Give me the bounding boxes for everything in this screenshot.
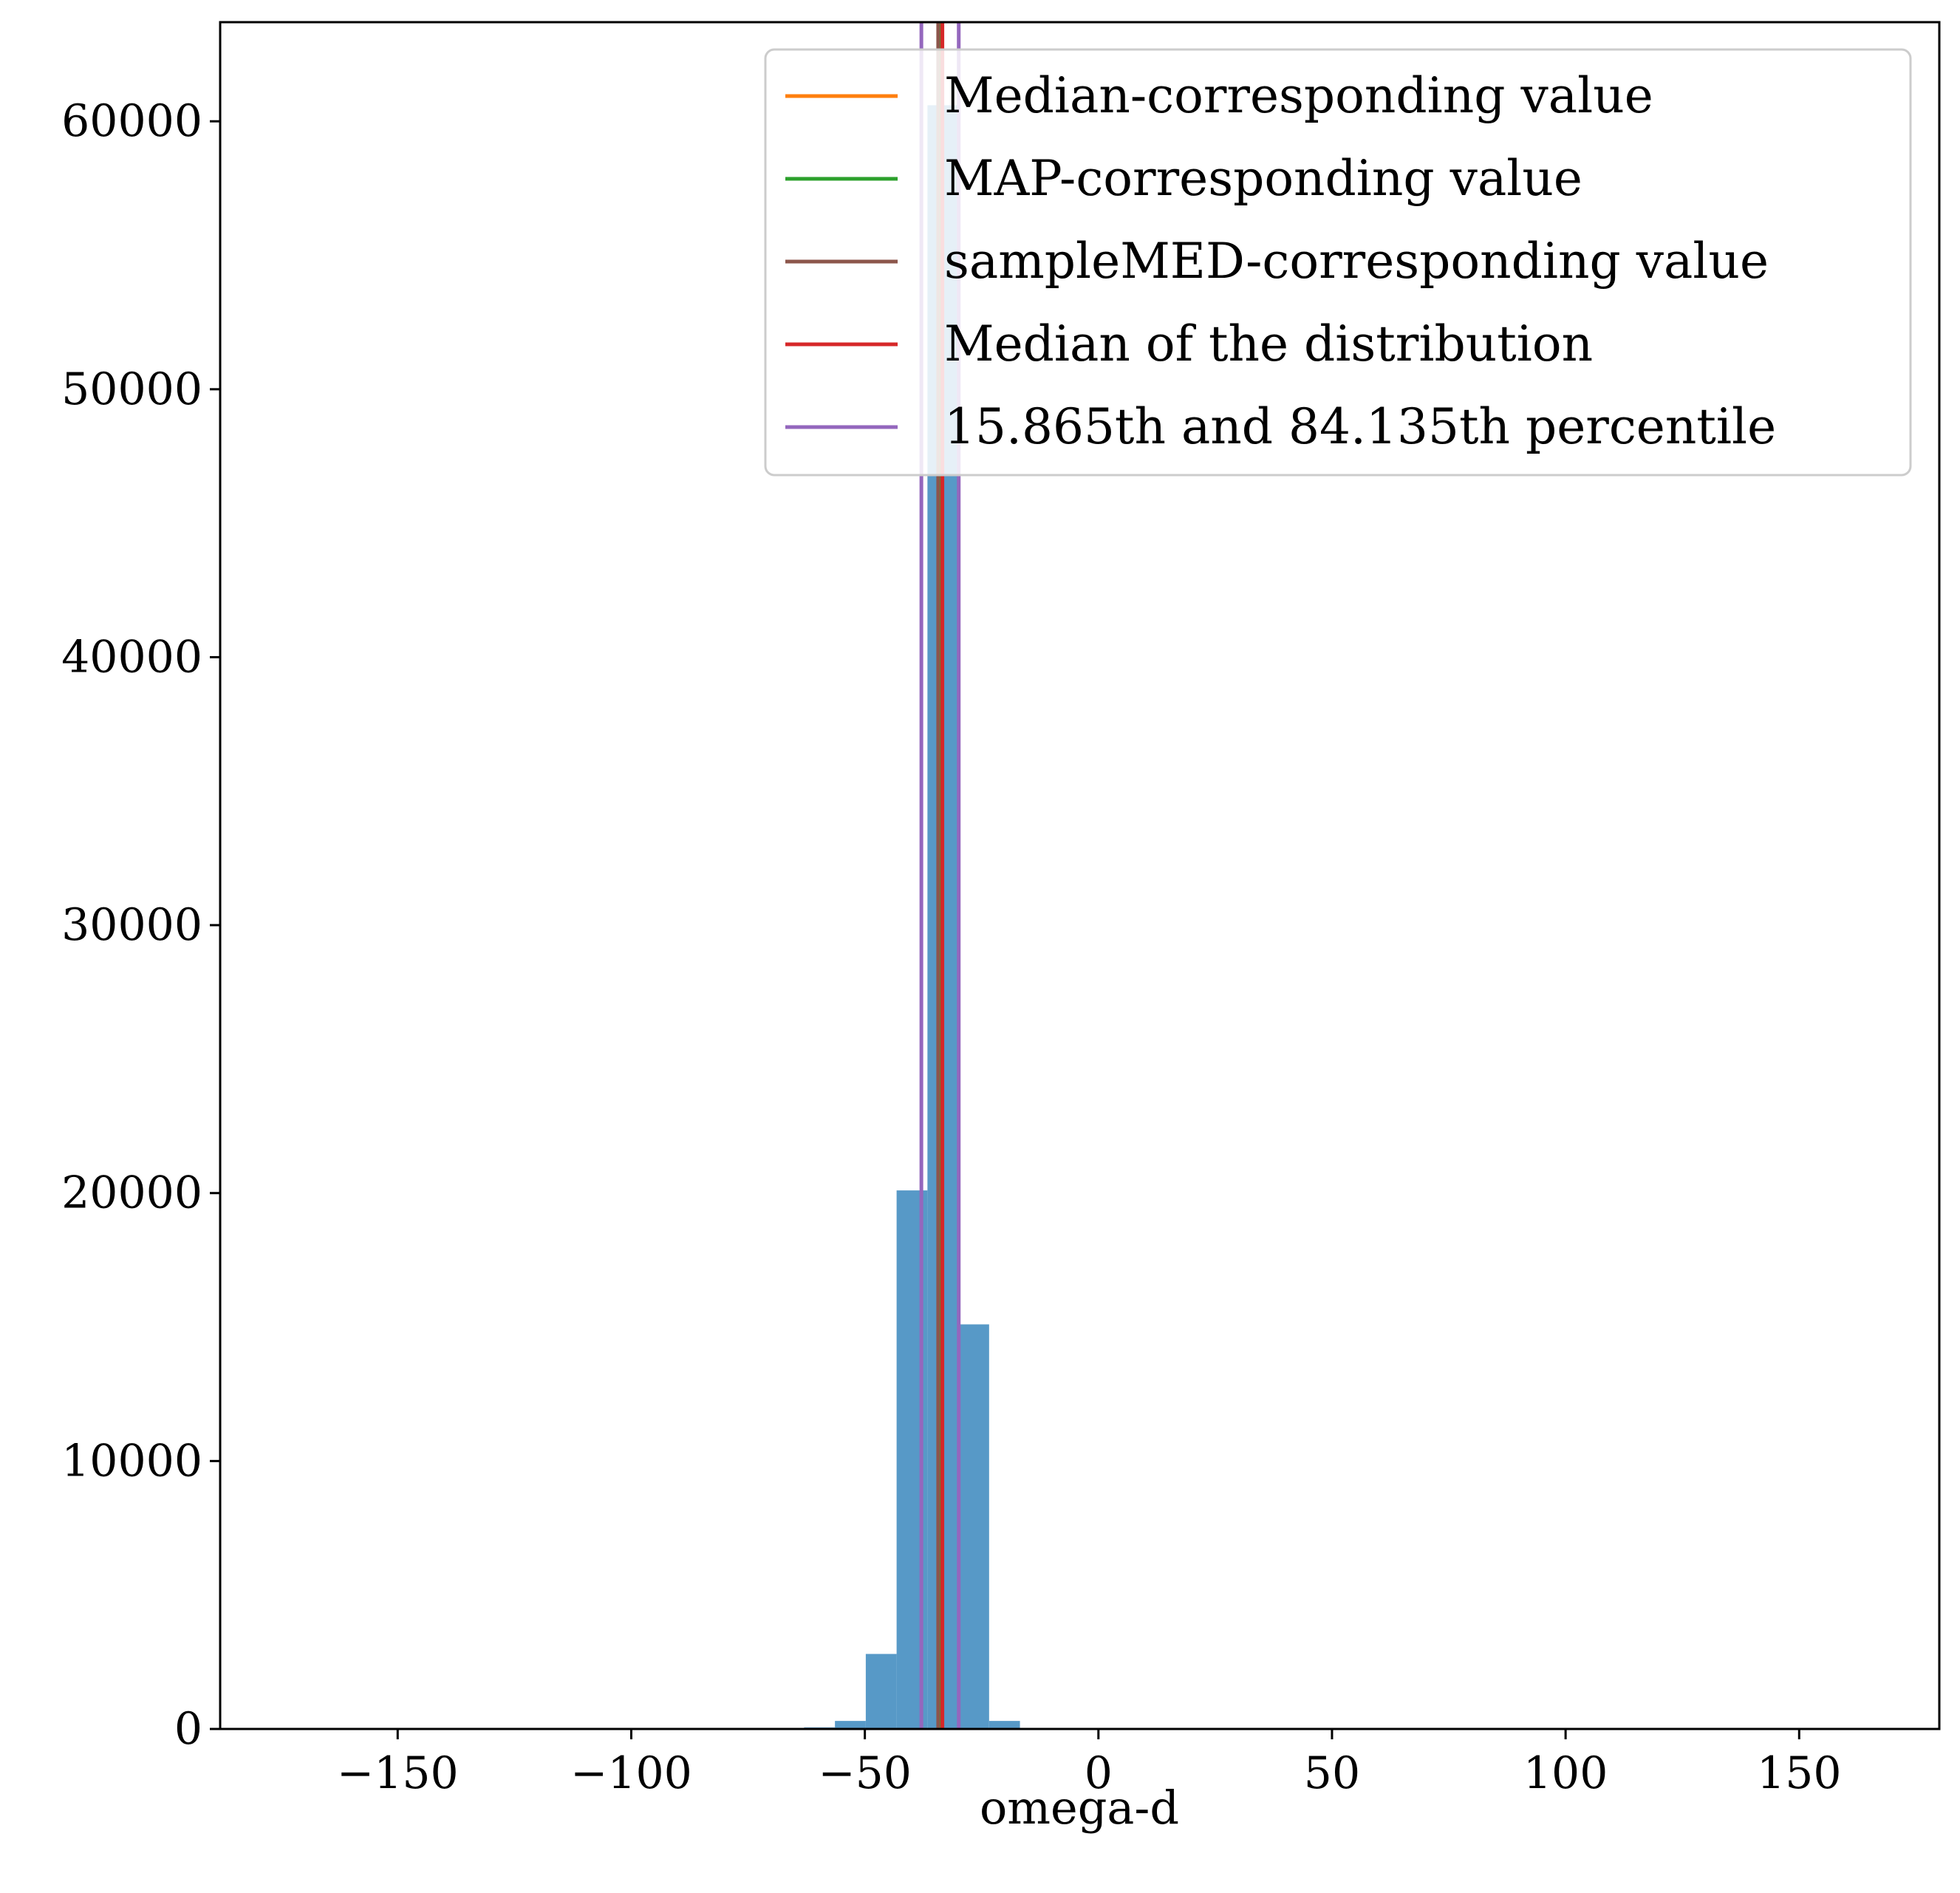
y-tick-label: 20000 [61, 1167, 202, 1219]
plot-frame [219, 21, 1941, 1730]
x-tick-label: 0 [1085, 1747, 1113, 1799]
histogram-bar [958, 1324, 989, 1729]
histogram-bar [988, 1721, 1020, 1729]
legend: Median-corresponding value MAP-correspond… [764, 48, 1912, 477]
y-tick-label: 30000 [61, 899, 202, 951]
y-axis-ticks: 0 10000 20000 30000 40000 50000 60000 [61, 95, 220, 1755]
legend-label: MAP-corresponding value [944, 150, 1582, 207]
y-tick-label: 10000 [61, 1435, 202, 1487]
x-tick-label: −150 [337, 1747, 459, 1799]
x-axis-ticks: −150 −100 −50 0 50 100 150 [337, 1729, 1842, 1799]
histogram-bar [835, 1721, 866, 1729]
y-tick-label: 50000 [61, 364, 202, 415]
legend-label: 15.865th and 84.135th percentile [944, 398, 1776, 455]
y-tick-label: 60000 [61, 95, 202, 147]
histogram-bar [865, 1654, 897, 1729]
legend-label: sampleMED-corresponding value [944, 233, 1769, 290]
y-tick-label: 40000 [61, 631, 202, 683]
legend-label: Median of the distribution [944, 316, 1593, 372]
x-tick-label: −50 [818, 1747, 912, 1799]
x-tick-label: 150 [1757, 1747, 1842, 1799]
x-tick-label: 100 [1523, 1747, 1608, 1799]
legend-entries: Median-corresponding value MAP-correspond… [785, 67, 1776, 455]
legend-label: Median-corresponding value [944, 67, 1653, 124]
y-tick-label: 0 [174, 1703, 202, 1755]
x-axis-label: omega-d [980, 1781, 1179, 1835]
x-tick-label: 50 [1304, 1747, 1360, 1799]
x-tick-label: −100 [570, 1747, 692, 1799]
legend-box [764, 48, 1912, 477]
